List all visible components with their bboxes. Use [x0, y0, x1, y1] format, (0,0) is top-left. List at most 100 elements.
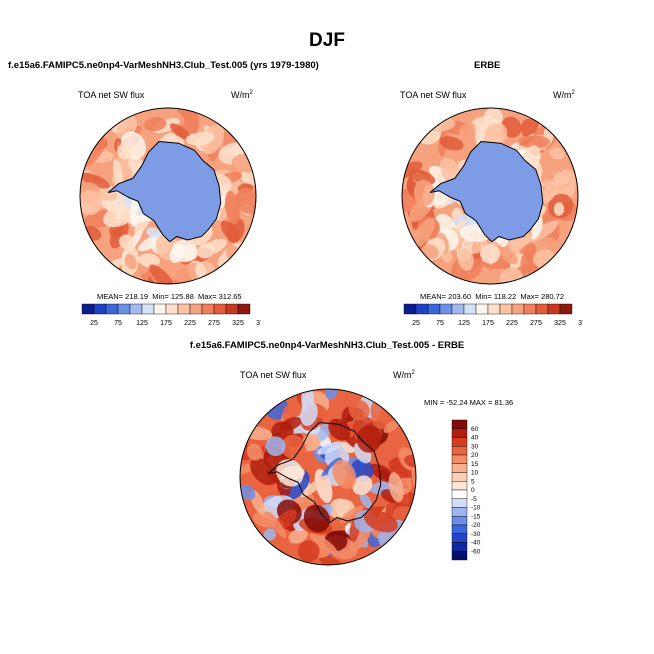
colorbar-swatch: [439, 303, 453, 315]
colorbar-swatch: [547, 303, 561, 315]
map-cell: [276, 459, 304, 487]
antarctica-coastline: [267, 421, 382, 524]
map-cell: [297, 540, 320, 562]
map-cell: [531, 217, 543, 240]
panel-3-map: [239, 388, 417, 566]
map-cell: [319, 555, 343, 565]
colorbar-swatch: [463, 303, 477, 315]
colorbar-swatch: [451, 303, 465, 315]
colorbar-label: -60: [471, 548, 481, 555]
antarctica-coastline: [107, 140, 222, 243]
colorbar-swatch: [225, 303, 239, 315]
colorbar-label: 175: [482, 320, 494, 327]
figure-title: DJF: [309, 30, 345, 51]
map-cell: [80, 190, 103, 216]
colorbar-label: 75: [436, 320, 444, 327]
map-cell: [116, 144, 133, 160]
panel-1-map: [79, 107, 257, 285]
colorbar-label: 60: [471, 426, 479, 433]
map-cell: [149, 264, 175, 284]
map-cell: [553, 202, 565, 216]
map-cell: [316, 441, 343, 455]
map-cell: [549, 147, 565, 160]
colorbar-swatch: [117, 303, 131, 315]
colorbar-swatch: [451, 481, 468, 491]
colorbar-swatch: [177, 303, 191, 315]
colorbar-swatch: [451, 524, 468, 534]
map-cell: [359, 493, 373, 509]
colorbar-swatch: [475, 303, 489, 315]
colorbar-swatch: [523, 303, 537, 315]
map-cell: [265, 436, 286, 457]
map-cell: [352, 475, 373, 496]
colorbar-swatch: [105, 303, 119, 315]
map-cell: [499, 267, 524, 284]
panel-3-stats: MIN = -52.24 MAX = 81.36: [424, 398, 514, 407]
map-cell: [309, 533, 338, 555]
map-cell: [302, 433, 321, 451]
colorbar-swatch: [499, 303, 513, 315]
panel-3-variable: TOA net SW flux: [240, 370, 307, 380]
panel-2-map: [401, 107, 579, 285]
colorbar-swatch: [451, 542, 468, 552]
panel-1-title: f.e15a6.FAMIPC5.ne0np4-VarMeshNH3.Club_T…: [8, 60, 319, 71]
map-cell: [118, 234, 135, 250]
map-cell: [124, 253, 137, 270]
map-cell: [480, 243, 501, 264]
colorbar-swatch: [559, 303, 573, 315]
colorbar-swatch: [451, 507, 468, 517]
map-cell: [240, 484, 256, 501]
panel-1-colorbar: 25 75 125 175 225 275 325 375: [81, 303, 261, 327]
map-cell: [348, 399, 370, 421]
map-cell: [80, 172, 110, 189]
map-cell: [281, 434, 306, 459]
map-cell: [300, 475, 329, 498]
colorbar-swatch: [451, 551, 468, 561]
colorbar-swatch: [487, 303, 501, 315]
map-cell: [288, 528, 308, 544]
colorbar-swatch: [141, 303, 155, 315]
map-cell: [402, 161, 423, 181]
colorbar-swatch: [451, 463, 468, 473]
colorbar-label: 75: [114, 320, 122, 327]
colorbar-swatch: [427, 303, 441, 315]
colorbar-swatch: [451, 437, 468, 447]
colorbar-label: 40: [471, 435, 479, 442]
colorbar-label: 275: [208, 320, 220, 327]
colorbar-swatch: [81, 303, 95, 315]
map-cell: [185, 131, 215, 146]
colorbar-swatch: [451, 533, 468, 543]
panel-1-units: W/m2: [231, 90, 253, 100]
colorbar-swatch: [165, 303, 179, 315]
colorbar-label: -30: [471, 531, 481, 538]
map-cell: [332, 459, 357, 489]
colorbar-label: -15: [471, 513, 481, 520]
colorbar-label: 25: [412, 320, 420, 327]
colorbar-label: 30: [471, 443, 479, 450]
colorbar-swatch: [535, 303, 549, 315]
map-cell: [388, 472, 404, 503]
map-cell: [144, 117, 167, 132]
antarctica-fill: [108, 141, 221, 242]
colorbar-label: -10: [471, 505, 481, 512]
colorbar-swatch: [451, 446, 468, 456]
colorbar-swatch: [415, 303, 429, 315]
map-cell: [457, 248, 474, 271]
colorbar-label: 15: [471, 461, 479, 468]
map-cell: [138, 253, 160, 268]
antarctica-fill: [430, 141, 543, 242]
map-cell: [146, 227, 161, 238]
map-cell: [408, 169, 436, 185]
map-cell: [458, 122, 476, 141]
map-cell: [250, 457, 277, 486]
colorbar-swatch: [451, 516, 468, 526]
colorbar-label: 225: [184, 320, 196, 327]
map-cell: [265, 511, 287, 539]
map-cell: [231, 153, 256, 173]
map-cell: [300, 401, 318, 426]
map-cell: [303, 504, 330, 533]
panel-2-units: W/m2: [553, 90, 575, 100]
panel-2-variable: TOA net SW flux: [400, 90, 467, 100]
colorbar-label: 10: [471, 470, 479, 477]
colorbar-label: 325: [232, 320, 244, 327]
